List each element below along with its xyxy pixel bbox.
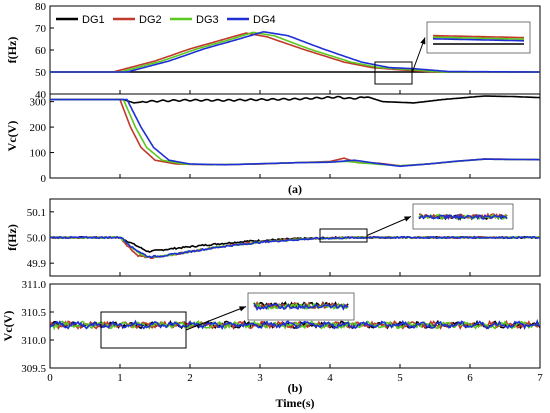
- y-tick-label: 70: [35, 23, 47, 35]
- caption-a: (a): [288, 182, 302, 196]
- series-line-dg1: [50, 95, 540, 104]
- y-tick-label: 310.5: [21, 307, 46, 319]
- x-tick-label: 0: [47, 372, 53, 384]
- zoom-callout: [319, 203, 514, 243]
- y-tick-label: 50.0: [27, 233, 47, 245]
- y-axis-label: f(Hz): [5, 37, 19, 64]
- y-tick-label: 300: [30, 97, 47, 109]
- y-axis-label: f(Hz): [5, 224, 19, 251]
- legend-label-dg3: DG3: [196, 14, 219, 26]
- x-tick-label: 6: [467, 372, 473, 384]
- y-tick-label: 49.9: [27, 258, 47, 270]
- x-tick-label: 1: [117, 372, 123, 384]
- series-line-dg4: [50, 235, 540, 258]
- series-line-dg4: [50, 318, 540, 331]
- callout-arrow: [366, 216, 412, 236]
- x-tick-label: 5: [397, 372, 403, 384]
- legend-label-dg1: DG1: [82, 14, 105, 26]
- y-tick-label: 50: [35, 67, 47, 79]
- x-axis-label: Time(s): [275, 396, 314, 410]
- y-tick-label: 40: [35, 89, 47, 101]
- panel-b-frequency: 49.9 50.0 50.1 f(Hz): [5, 198, 541, 277]
- y-axis-label: Vc(V): [1, 311, 15, 342]
- panel-b-voltage: 309.5 310.0 310.5 311.0 0 1 2 3 4 5 6 7 Vc(V): [1, 279, 543, 384]
- panel-a-voltage: 0 100 200 300 Vc(V): [5, 93, 541, 185]
- y-axis-label: Vc(V): [5, 121, 19, 152]
- y-tick-label: 309.5: [21, 363, 46, 375]
- y-tick-label: 100: [30, 148, 47, 160]
- panel-a-frequency: 40 50 60 70 80 f(Hz) DG1 DG2 DG3 DG4: [5, 1, 541, 101]
- series-line-dg4: [50, 31, 540, 73]
- x-tick-label: 2: [187, 372, 193, 384]
- y-tick-label: 80: [35, 1, 47, 13]
- y-tick-label: 50.1: [27, 207, 46, 219]
- legend-label-dg4: DG4: [253, 14, 276, 26]
- caption-b: (b): [288, 381, 303, 395]
- y-tick-label: 60: [35, 45, 47, 57]
- y-tick-label: 0: [41, 173, 47, 185]
- y-tick-label: 310.0: [21, 335, 46, 347]
- zoom-callout: [100, 292, 355, 349]
- callout-arrow: [185, 306, 247, 331]
- legend-label-dg2: DG2: [139, 14, 162, 26]
- zoom-callout: [374, 21, 531, 85]
- y-tick-label: 311.0: [22, 279, 47, 291]
- plot-frame: [49, 93, 541, 179]
- y-tick-label: 200: [30, 122, 47, 134]
- series-line-dg2: [50, 98, 540, 167]
- x-tick-label: 4: [327, 372, 333, 384]
- x-tick-label: 7: [537, 372, 543, 384]
- x-tick-label: 3: [257, 372, 263, 384]
- series-line-dg4: [50, 98, 540, 168]
